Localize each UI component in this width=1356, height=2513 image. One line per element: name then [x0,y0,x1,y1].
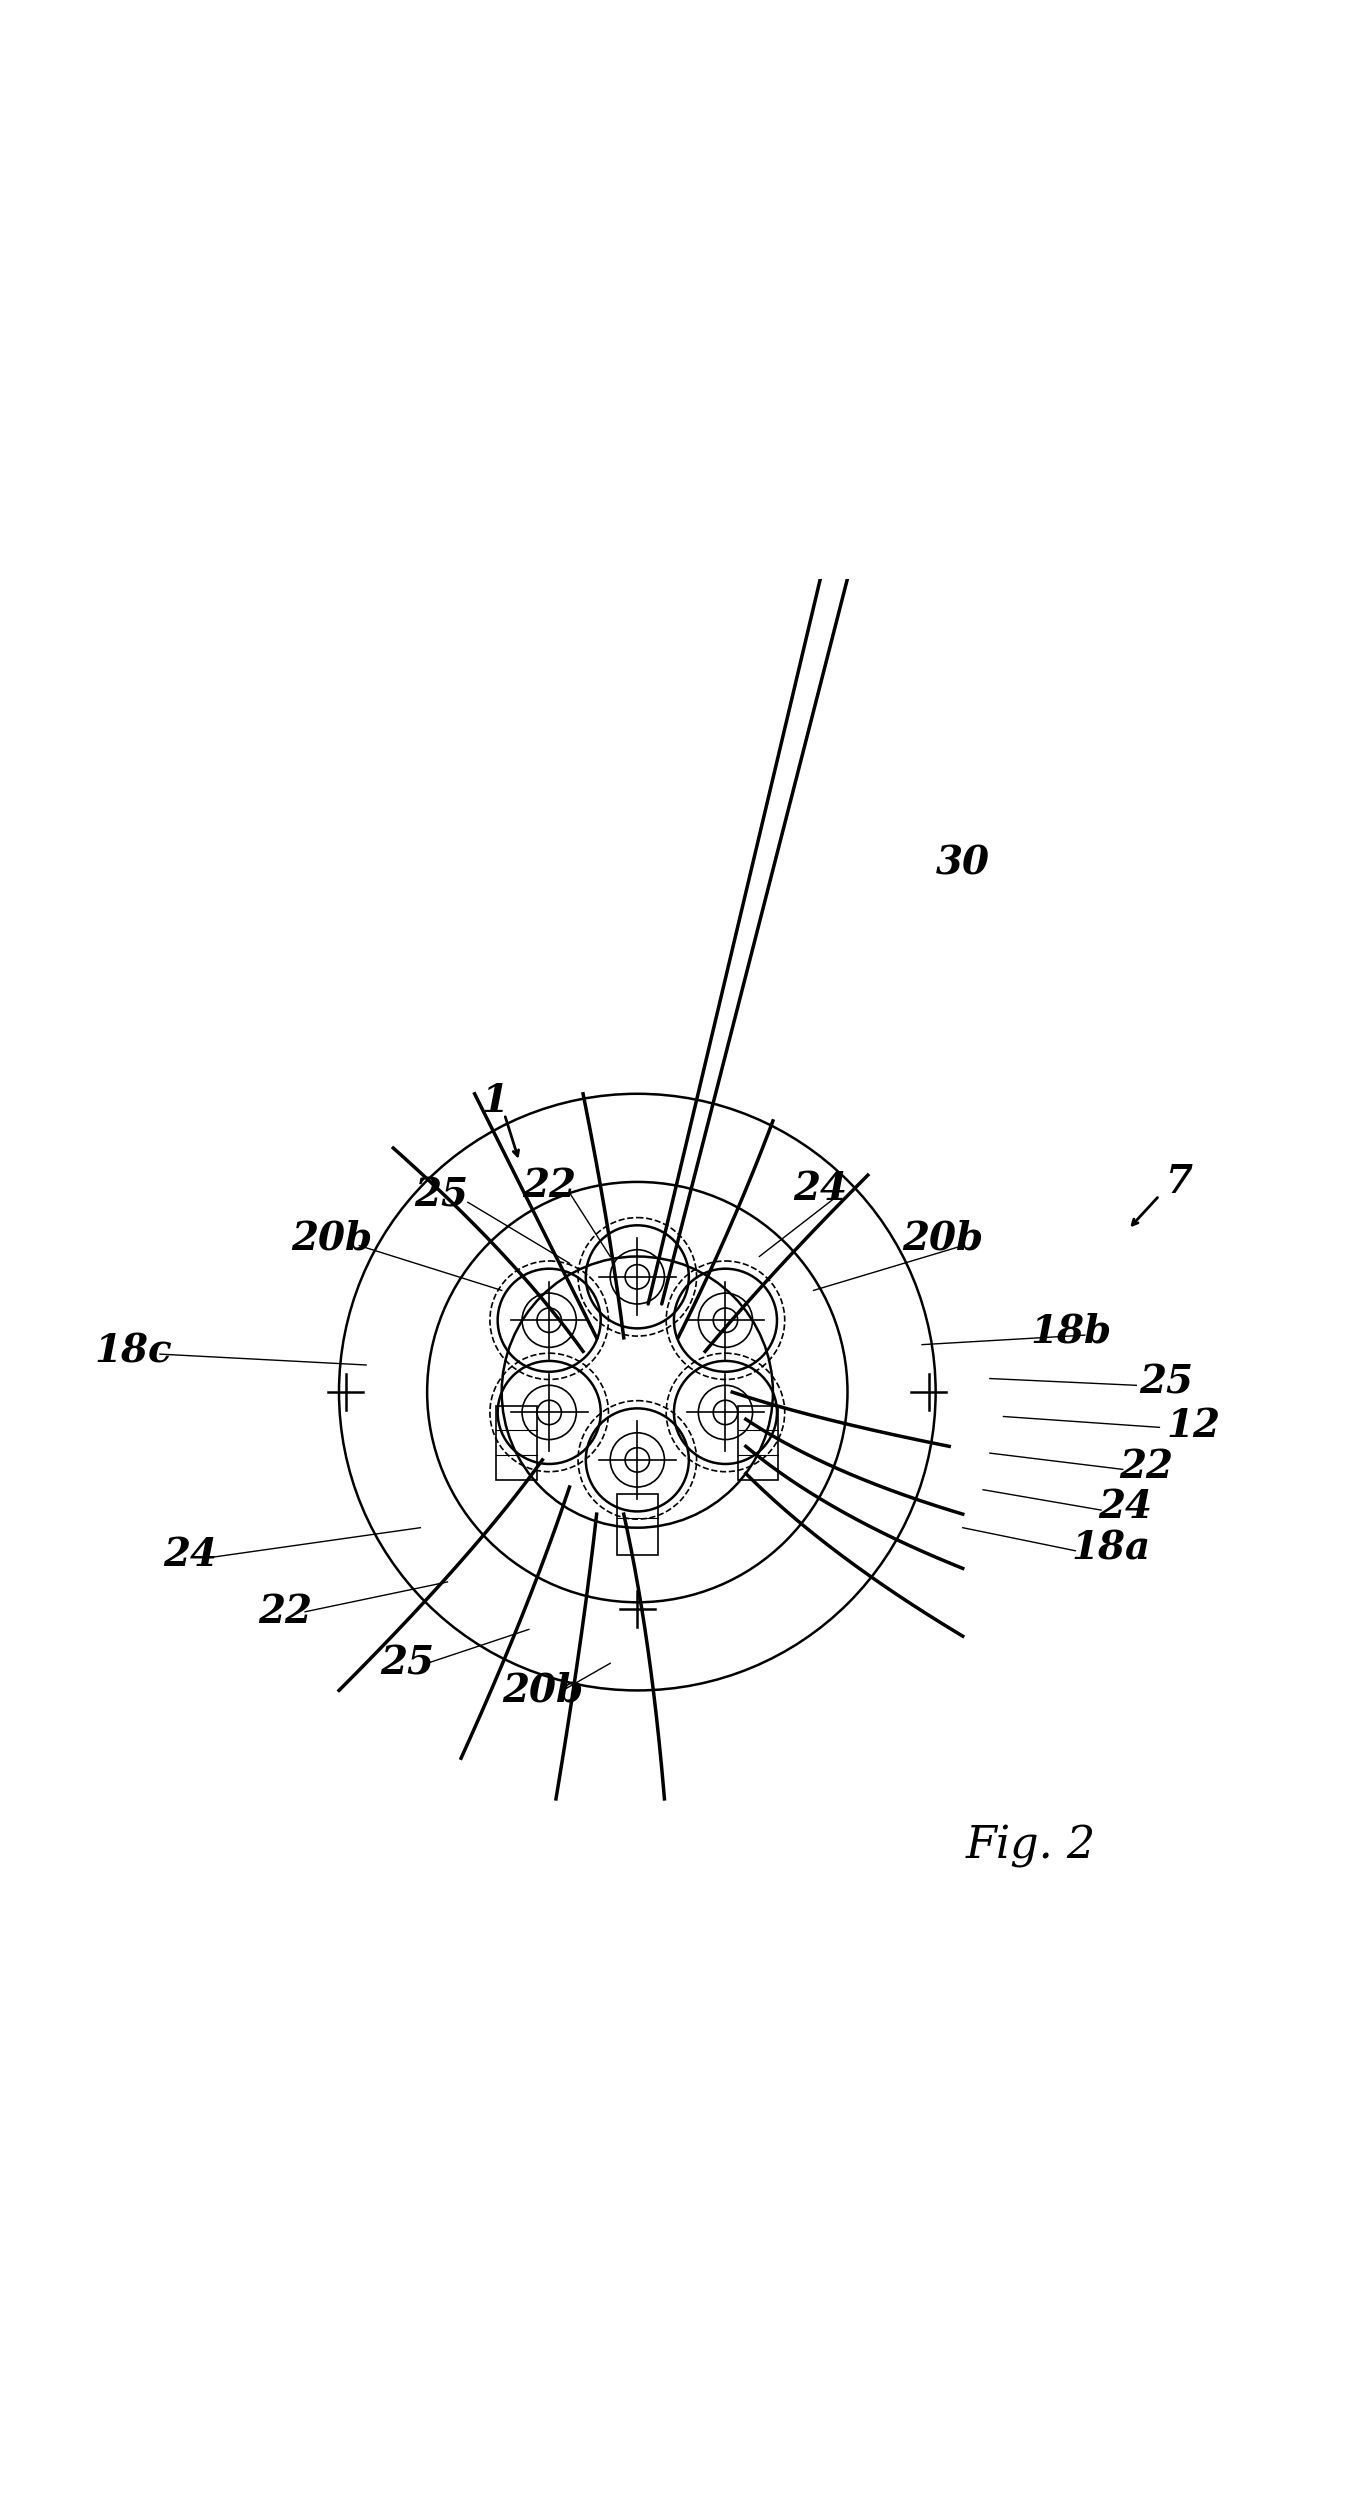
Text: 22: 22 [258,1593,312,1631]
Text: 18c: 18c [94,1332,172,1370]
Text: 24: 24 [163,1535,217,1573]
Text: 20b: 20b [292,1219,373,1259]
Text: 25: 25 [1139,1365,1193,1402]
Text: 20b: 20b [902,1219,983,1259]
Text: 24: 24 [1098,1488,1153,1525]
Text: 20b: 20b [502,1671,583,1709]
Text: Fig. 2: Fig. 2 [965,1824,1096,1867]
Bar [617,1493,658,1556]
Text: 24: 24 [793,1169,848,1209]
Text: 22: 22 [1119,1447,1173,1485]
Text: 18a: 18a [1071,1528,1150,1568]
Text: 18b: 18b [1031,1312,1112,1349]
Text: 30: 30 [936,844,990,882]
Text: 22: 22 [522,1166,576,1206]
Text: 7: 7 [1166,1164,1193,1201]
Text: 12: 12 [1166,1407,1220,1445]
Text: 25: 25 [380,1644,434,1681]
Bar [496,1405,537,1480]
Text: 25: 25 [414,1176,468,1214]
Text: 1: 1 [481,1081,508,1121]
Bar [738,1405,778,1480]
